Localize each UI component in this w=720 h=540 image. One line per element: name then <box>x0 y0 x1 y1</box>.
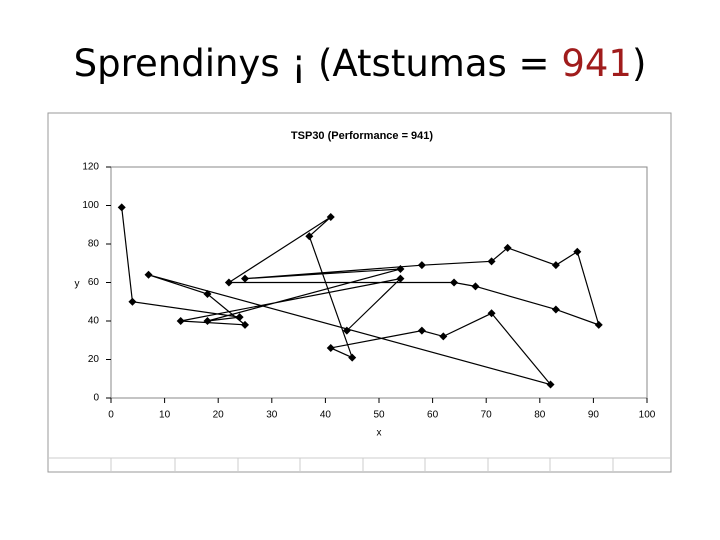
slide-title: Sprendinys ¡ (Atstumas = 941) <box>0 42 720 85</box>
city-point <box>487 309 496 318</box>
city-point <box>471 282 480 291</box>
city-point <box>117 203 126 212</box>
city-point <box>176 317 185 325</box>
city-point <box>551 305 560 314</box>
city-point <box>203 290 212 299</box>
city-point <box>235 313 244 322</box>
x-axis-label: x <box>377 428 382 439</box>
x-tick-label: 40 <box>320 410 332 421</box>
y-axis-label: y <box>75 279 80 290</box>
chart-title: TSP30 (Performance = 941) <box>291 130 433 142</box>
x-tick-label: 60 <box>427 410 439 421</box>
city-point <box>503 243 512 252</box>
city-point <box>417 261 426 270</box>
chart-frame <box>47 112 672 473</box>
city-point <box>241 320 249 329</box>
city-point <box>551 261 560 270</box>
title-text: ) <box>631 42 647 85</box>
city-point <box>241 274 249 283</box>
x-tick-label: 100 <box>639 410 656 421</box>
sheet-grid <box>48 457 671 472</box>
city-point <box>203 317 212 325</box>
city-point <box>305 232 314 241</box>
city-point <box>439 332 448 341</box>
tour-line <box>121 207 600 386</box>
title-text: Sprendinys ¡ (Atstumas = <box>73 42 562 85</box>
y-tick-label: 100 <box>82 200 99 211</box>
y-tick-label: 20 <box>88 354 100 365</box>
x-tick-label: 80 <box>534 410 546 421</box>
city-point <box>342 326 351 335</box>
city-point <box>417 326 426 335</box>
y-tick-label: 60 <box>88 277 100 288</box>
x-tick-label: 70 <box>481 410 493 421</box>
y-tick-label: 40 <box>88 316 100 327</box>
title-highlight: 941 <box>561 42 632 85</box>
x-tick-label: 50 <box>373 410 385 421</box>
y-tick-label: 80 <box>88 239 100 250</box>
city-point <box>396 274 405 283</box>
x-tick-label: 0 <box>108 410 114 421</box>
x-tick-label: 20 <box>213 410 225 421</box>
city-point <box>224 278 233 287</box>
city-point <box>348 353 357 362</box>
x-tick-label: 10 <box>159 410 171 421</box>
y-tick-label: 0 <box>93 393 99 404</box>
y-tick-label: 120 <box>82 162 99 173</box>
city-point <box>594 320 603 329</box>
city-point <box>326 213 335 222</box>
city-point <box>450 278 459 287</box>
city-point <box>326 343 335 352</box>
city-point <box>487 257 496 266</box>
city-point <box>396 265 405 274</box>
x-tick-label: 90 <box>588 410 600 421</box>
city-point <box>573 247 582 256</box>
city-point <box>546 380 555 389</box>
city-point <box>128 297 137 306</box>
city-point <box>144 270 153 279</box>
x-tick-label: 30 <box>266 410 278 421</box>
